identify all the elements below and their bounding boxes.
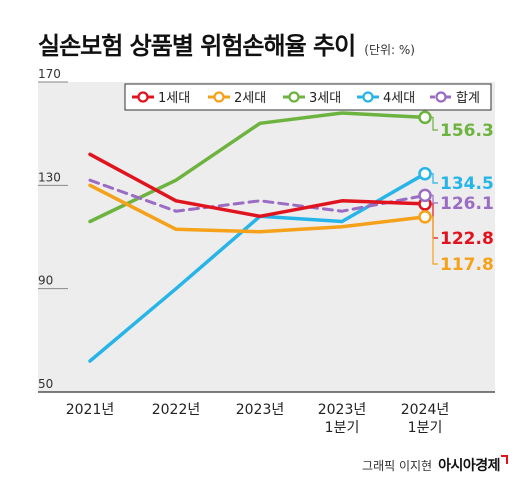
end-label-2세대: 117.8 <box>440 255 494 275</box>
end-marker-3세대 <box>418 110 432 125</box>
publisher-logo: 아시아경제 <box>438 455 508 475</box>
legend-swatch-marker <box>435 91 447 103</box>
legend-swatch-marker <box>137 91 149 103</box>
legend-box <box>124 83 492 111</box>
leader-line-2세대 <box>431 216 438 265</box>
brand-mark-icon <box>501 455 508 464</box>
graphic-credit: 그래픽 이지현 <box>362 458 433 473</box>
legend-label: 2세대 <box>234 91 266 106</box>
legend-label: 3세대 <box>309 91 341 106</box>
legend: 1세대 2세대 3세대 4세대 합계 <box>124 83 492 111</box>
legend-swatch-marker <box>362 91 374 103</box>
end-label-4세대: 134.5 <box>440 174 494 194</box>
publisher-name: 아시아경제 <box>438 458 500 474</box>
x-tick-label: 2023년 1분기 <box>318 402 367 436</box>
end-label-합계: 126.1 <box>440 194 494 214</box>
legend-label: 4세대 <box>383 91 415 106</box>
end-label-1세대: 122.8 <box>440 229 494 249</box>
x-tick-label: 2021년 <box>66 402 115 418</box>
y-tick-label: 130 <box>38 170 61 184</box>
x-tick-label: 2022년 <box>152 402 201 418</box>
credit: 그래픽 이지현 아시아경제 <box>362 455 508 475</box>
series-line-합계 <box>88 178 427 213</box>
leader-line-4세대 <box>431 173 438 184</box>
legend-label: 합계 <box>456 91 480 106</box>
x-tick-label: 2024년 1분기 <box>401 402 450 436</box>
end-marker-2세대 <box>418 210 432 224</box>
chart-title: 실손보험 상품별 위험손해율 추이 <box>38 32 356 60</box>
series-line-3세대 <box>88 111 427 224</box>
legend-label: 1세대 <box>158 91 190 106</box>
leader-line-합계 <box>431 194 438 204</box>
end-label-3세대: 156.3 <box>440 121 494 141</box>
unit-label: (단위: %) <box>364 43 415 57</box>
y-tick-label: 90 <box>38 274 53 288</box>
legend-swatch-marker <box>288 91 300 103</box>
series-line-2세대 <box>88 183 427 234</box>
legend-swatch-marker <box>213 91 225 103</box>
end-marker-합계 <box>418 188 432 203</box>
series-line-1세대 <box>88 152 427 219</box>
leader-line-3세대 <box>431 116 438 131</box>
y-tick-label: 170 <box>38 67 61 81</box>
end-marker-4세대 <box>418 166 432 181</box>
chart-title-block: 실손보험 상품별 위험손해율 추이 (단위: %) <box>38 26 415 61</box>
x-tick-label: 2023년 <box>236 402 285 418</box>
y-tick-label: 50 <box>38 377 53 391</box>
